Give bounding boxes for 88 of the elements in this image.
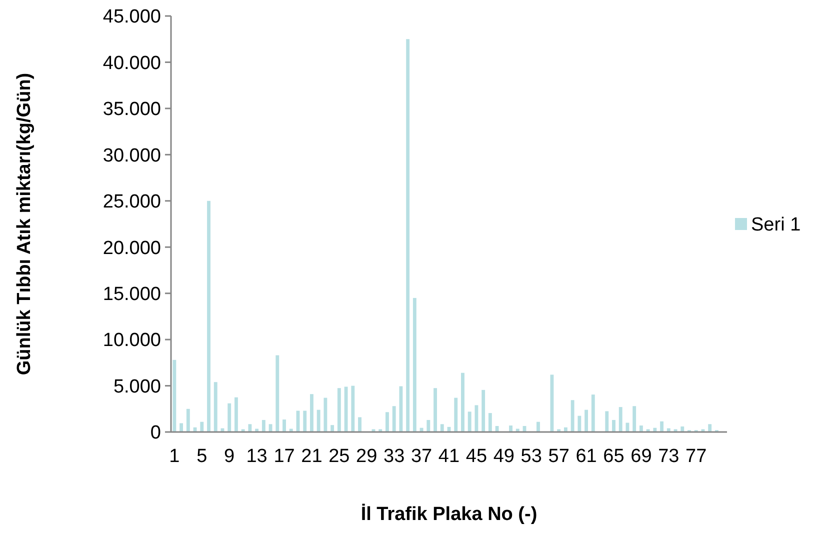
y-tick-label: 0	[150, 422, 161, 444]
x-tick-label: 69	[630, 446, 652, 467]
x-tick-label: 65	[603, 446, 624, 467]
bar	[605, 411, 609, 432]
bar	[412, 298, 416, 432]
bar	[708, 424, 712, 432]
bar	[509, 426, 512, 432]
bar	[180, 423, 184, 432]
bar	[324, 398, 328, 432]
y-tick-label: 35.000	[102, 99, 161, 120]
bar	[386, 412, 389, 432]
bar	[612, 420, 616, 432]
bar	[440, 424, 444, 432]
bar	[618, 407, 622, 432]
bar	[406, 39, 410, 432]
y-axis-title: Günlük Tıbbı Atık miktarı(kg/Gün)	[14, 72, 35, 376]
x-tick-label: 5	[196, 446, 208, 467]
x-tick-label: 25	[328, 446, 350, 467]
bar	[262, 420, 266, 432]
bar	[591, 394, 595, 432]
bar	[474, 405, 478, 432]
x-tick-label: 41	[438, 446, 460, 467]
x-tick-label: 13	[246, 446, 268, 467]
x-tick-label: 33	[384, 446, 405, 467]
y-tick-label: 30.000	[102, 145, 161, 166]
y-tick-label: 10.000	[102, 330, 161, 352]
x-tick-label: 49	[493, 446, 514, 467]
bar	[639, 426, 643, 432]
bar	[248, 424, 252, 432]
x-tick-label: 73	[658, 446, 680, 467]
x-tick-label: 61	[576, 446, 597, 467]
x-tick-label: 53	[520, 446, 542, 467]
bar	[461, 372, 464, 432]
x-tick-label: 77	[686, 446, 707, 467]
bar	[207, 200, 210, 432]
bar	[392, 406, 396, 432]
bar	[316, 410, 320, 432]
bar	[399, 386, 403, 432]
bar	[468, 412, 472, 432]
bar	[482, 390, 486, 432]
x-tick-label: 45	[466, 446, 488, 467]
bar	[214, 382, 218, 432]
bar	[282, 420, 286, 432]
bar	[241, 429, 245, 432]
y-tick-label: 5.000	[113, 376, 161, 398]
bar	[578, 416, 582, 432]
bar	[337, 388, 341, 432]
bar	[646, 429, 650, 432]
bar	[426, 420, 430, 432]
bar	[632, 406, 636, 432]
bar	[378, 429, 382, 432]
x-tick-label: 9	[224, 446, 235, 467]
bar	[172, 360, 176, 432]
x-tick-label: 17	[274, 446, 295, 467]
bar	[488, 413, 492, 432]
bar	[310, 394, 314, 432]
x-axis-title: İl Trafik Plaka No (-)	[360, 503, 538, 525]
bar	[303, 410, 307, 432]
bar	[344, 386, 348, 432]
x-tick-label: 1	[169, 446, 180, 467]
bar	[276, 355, 280, 432]
bar	[351, 386, 355, 432]
y-tick-label: 20.000	[102, 238, 161, 259]
bar	[358, 417, 362, 432]
y-tick-label: 15.000	[102, 284, 161, 305]
bar	[200, 422, 204, 432]
x-tick-label: 21	[301, 446, 322, 467]
bar	[454, 398, 458, 432]
x-tick-label: 57	[548, 446, 570, 467]
y-tick-label: 40.000	[102, 52, 161, 74]
x-tick-label: 37	[410, 446, 432, 467]
bar	[234, 397, 238, 432]
bar	[330, 425, 334, 432]
bar	[228, 403, 232, 432]
x-tick-label: 29	[356, 446, 378, 467]
bar	[434, 388, 437, 432]
bar	[186, 408, 190, 432]
bar	[536, 422, 540, 432]
y-tick-label: 25.000	[102, 192, 161, 213]
bar	[660, 421, 664, 432]
bar	[495, 426, 499, 432]
y-tick-label: 45.000	[102, 6, 161, 28]
bar	[550, 374, 554, 432]
bar	[584, 410, 588, 432]
bar	[570, 400, 574, 432]
bar	[557, 429, 561, 432]
legend-label: Seri 1	[751, 214, 801, 236]
bar	[680, 426, 684, 432]
